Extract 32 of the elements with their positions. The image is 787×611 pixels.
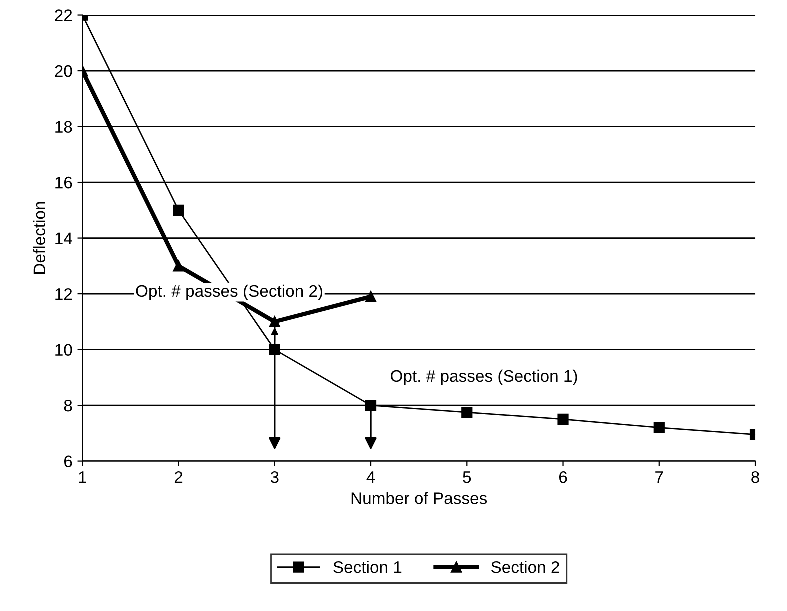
x-axis-title: Number of Passes [352, 492, 488, 504]
y-tick-label: 22 [55, 10, 72, 22]
x-tick-label: 3 [270, 471, 279, 484]
point [558, 414, 569, 426]
point [365, 291, 377, 302]
x-tick-label: 6 [559, 471, 568, 484]
annotation: Opt. # passes (Section 1) [391, 370, 578, 386]
y-tick-label: 12 [56, 288, 72, 300]
x-tick-label: 2 [174, 471, 183, 484]
y-axis-title: Deflection [33, 202, 46, 274]
point [654, 422, 665, 434]
point [269, 316, 280, 328]
point [173, 204, 184, 216]
legend-label: Section 1 [334, 561, 402, 574]
y-tick-label: 6 [64, 456, 72, 468]
x-tick-label: 8 [752, 471, 760, 484]
point [462, 406, 473, 418]
y-tick-label: 16 [56, 176, 72, 189]
point [269, 344, 280, 356]
x-tick-label: 1 [79, 472, 86, 484]
y-tick-label: 10 [56, 344, 72, 356]
point [173, 260, 184, 272]
y-tick-label: 20 [55, 65, 72, 78]
legend-label: Section 2 [492, 561, 560, 574]
point [365, 400, 377, 412]
annotation: Opt. # passes (Section 2) [136, 284, 323, 300]
x-tick-label: 4 [366, 472, 376, 484]
x-tick-label: 5 [463, 472, 472, 484]
y-tick-label: 18 [56, 121, 72, 133]
x-tick-label: 7 [656, 472, 664, 484]
y-tick-label: 8 [64, 400, 72, 412]
y-tick-label: 14 [56, 232, 72, 244]
